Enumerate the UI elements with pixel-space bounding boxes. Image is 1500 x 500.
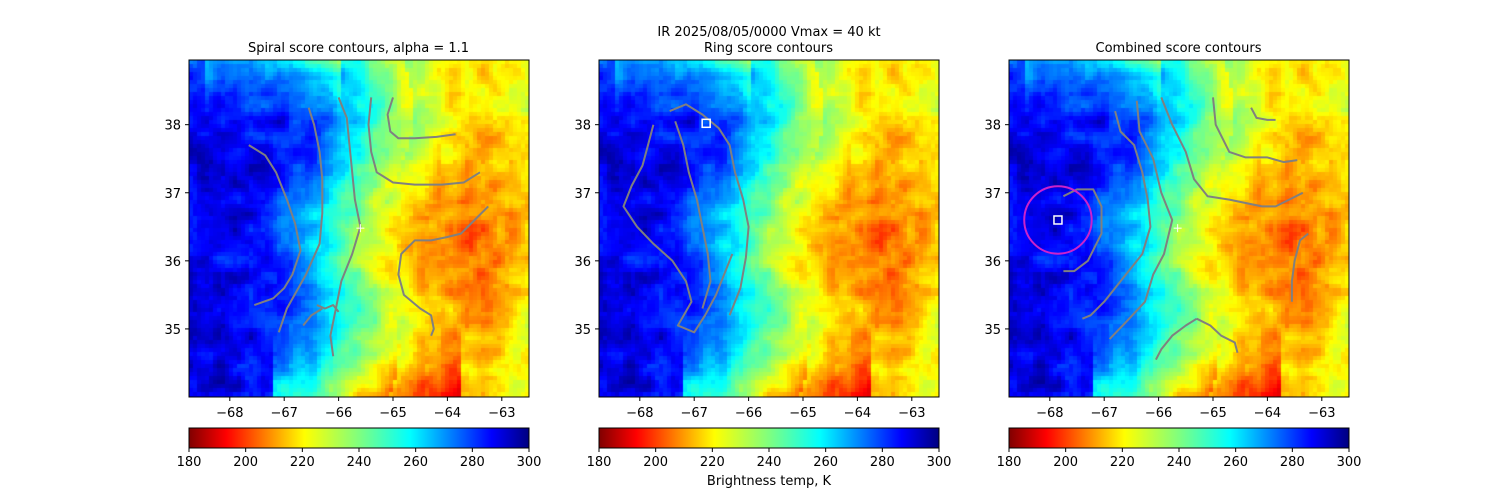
- y-tick-label: 36: [984, 255, 1001, 270]
- colorbar-gradient: [1008, 427, 1350, 449]
- colorbar: 180 200 220 240 260 280 300: [587, 427, 952, 470]
- x-tick-label: −66: [1145, 406, 1172, 421]
- y-tick-label: 35: [164, 323, 181, 338]
- score-contour: [1160, 97, 1304, 208]
- x-tick-label: −68: [216, 406, 243, 421]
- score-contour: [674, 120, 712, 309]
- score-contour: [386, 97, 456, 140]
- score-contour: [1108, 100, 1174, 340]
- y-tick-label: 36: [574, 255, 591, 270]
- y-tick-label: 37: [164, 187, 181, 202]
- colorbar-tick-label: 240: [347, 455, 372, 470]
- y-tick-label: 37: [984, 187, 1001, 202]
- score-contour: [1212, 97, 1298, 164]
- colorbar-tick-label: 260: [403, 455, 428, 470]
- center-plus-marker: [1173, 224, 1182, 233]
- colorbar: 180 200 220 240 260 280 300: [997, 427, 1362, 470]
- colorbar-tick-label: 300: [517, 455, 542, 470]
- colorbar-tick-label: 240: [1167, 455, 1192, 470]
- colorbar-tick-label: 280: [870, 455, 895, 470]
- score-contour: [302, 307, 323, 327]
- score-contour: [1290, 232, 1309, 302]
- colorbar-tick-label: 280: [1280, 455, 1305, 470]
- x-tick-label: −64: [1254, 406, 1281, 421]
- colorbar-tick-label: 220: [1110, 455, 1135, 470]
- y-tick-label: 38: [984, 119, 1001, 134]
- score-contour: [622, 124, 734, 334]
- x-tick-label: −67: [270, 406, 297, 421]
- colorbar-tick-label: 300: [1337, 455, 1362, 470]
- y-tick-label: 36: [164, 255, 181, 270]
- score-contour: [1082, 110, 1152, 320]
- colorbar-tick-label: 180: [177, 455, 202, 470]
- score-contour: [277, 107, 324, 333]
- panel-combined: Combined score contours −68 −67 −66 −65 −64−…: [984, 41, 1350, 421]
- y-tick-label: 37: [574, 187, 591, 202]
- x-tick-label: −66: [735, 406, 762, 421]
- center-square-marker: [701, 118, 711, 129]
- x-tick-label: −68: [626, 406, 653, 421]
- colorbar-tick-label: 220: [290, 455, 315, 470]
- y-tick-label: 38: [574, 119, 591, 134]
- colorbar-tick-label: 300: [927, 455, 952, 470]
- colorbar-tick-label: 200: [643, 455, 668, 470]
- x-tick-label: −68: [1036, 406, 1063, 421]
- x-tick-label: −64: [434, 406, 461, 421]
- score-contour: [1250, 107, 1276, 121]
- plot-area: −68 −67 −66 −65 −64 −63 35 36 37 38: [164, 59, 530, 421]
- best-fit-circle: [1023, 185, 1093, 255]
- panel-title: Spiral score contours, alpha = 1.1: [248, 41, 469, 56]
- score-contour: [1062, 188, 1103, 273]
- y-tick-label: 35: [574, 323, 591, 338]
- colorbar-tick-label: 240: [757, 455, 782, 470]
- x-tick-label: −63: [1308, 406, 1335, 421]
- x-tick-label: −65: [379, 406, 406, 421]
- x-tick-label: −67: [1090, 406, 1117, 421]
- x-tick-label: −64: [844, 406, 871, 421]
- colorbar-tick-label: 220: [700, 455, 725, 470]
- colorbar-gradient: [598, 427, 940, 449]
- colorbar-gradient: [188, 427, 530, 449]
- axes-frame: [598, 59, 940, 398]
- plot-area: −68 −67 −66 −65 −64 −63 35 36 37 38: [984, 59, 1350, 421]
- score-contour: [1196, 317, 1239, 353]
- panel-title: Ring score contours: [704, 41, 833, 56]
- y-tick-label: 38: [164, 119, 181, 134]
- x-tick-label: −63: [488, 406, 515, 421]
- score-contour: [1155, 317, 1198, 361]
- colorbar-tick-label: 200: [1053, 455, 1078, 470]
- x-tick-label: −66: [325, 406, 352, 421]
- colorbar-tick-label: 180: [587, 455, 612, 470]
- y-tick-label: 35: [984, 323, 1001, 338]
- score-contour: [397, 205, 489, 337]
- axes-frame: [1008, 59, 1350, 398]
- x-tick-label: −65: [789, 406, 816, 421]
- score-contour: [248, 144, 302, 307]
- x-tick-label: −65: [1199, 406, 1226, 421]
- colorbar-tick-label: 280: [460, 455, 485, 470]
- brightness-heatmap: [599, 60, 939, 397]
- panel-ring: Ring score contours −68 −67 −66 −65 −64 −63 35…: [574, 41, 940, 421]
- x-tick-label: −63: [898, 406, 925, 421]
- colorbar-tick-label: 260: [813, 455, 838, 470]
- colorbar-tick-label: 260: [1223, 455, 1248, 470]
- score-contour: [367, 97, 481, 186]
- colorbar-label: Brightness temp, K: [707, 474, 832, 489]
- colorbar-tick-label: 180: [997, 455, 1022, 470]
- panel-spiral: Spiral score contours, alpha = 1.1 −68 −6…: [164, 41, 530, 421]
- panel-title: Combined score contours: [1096, 41, 1262, 56]
- figure-suptitle: IR 2025/08/05/0000 Vmax = 40 kt: [657, 25, 880, 40]
- axes-frame: [188, 59, 530, 398]
- colorbar-tick-label: 200: [233, 455, 258, 470]
- x-tick-label: −67: [680, 406, 707, 421]
- colorbar: 180 200 220 240 260 280 300: [177, 427, 542, 470]
- center-square-marker: [1053, 215, 1063, 225]
- score-contour: [316, 304, 340, 313]
- plot-area: −68 −67 −66 −65 −64 −63 35 36 37 38: [574, 59, 940, 421]
- center-plus-marker: [356, 224, 365, 233]
- score-contour: [669, 103, 750, 316]
